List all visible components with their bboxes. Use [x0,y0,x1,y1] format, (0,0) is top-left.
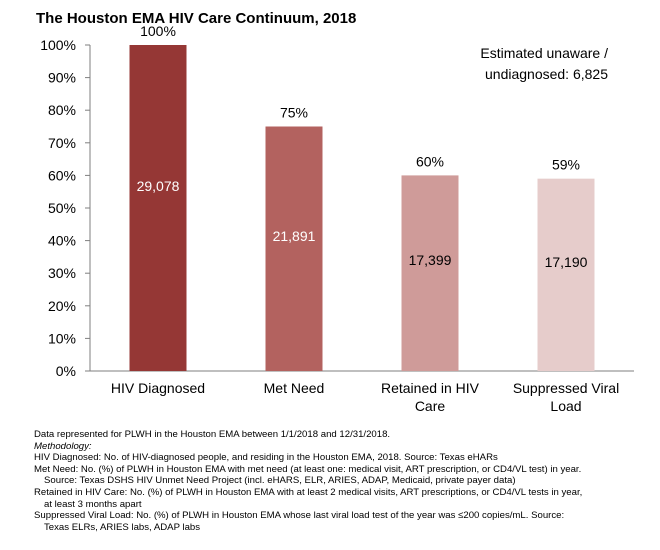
bar-chart: 0% 10% 20% 30% 40% 50% 60% 70% 80% 90% 100% 100% 29,… [40,23,634,414]
footnote-line: at least 3 months apart [44,498,142,510]
footnote-line: Texas ELRs, ARIES labs, ADAP labs [44,521,201,533]
y-tick-label: 20% [48,298,76,314]
y-tick-label: 80% [48,102,76,118]
x-category-label: Load [550,398,581,414]
annotation-line-2: undiagnosed: 6,825 [485,66,608,82]
bar-count-label: 21,891 [273,228,316,244]
annotation-line-1: Estimated unaware / [480,45,608,61]
bar [537,178,595,371]
footnotes: Data represented for PLWH in the Houston… [34,429,654,533]
footnote-line: Met Need: No. (%) of PLWH in Houston EMA… [34,463,582,475]
footnote-line: HIV Diagnosed: No. of HIV-diagnosed peop… [34,452,498,464]
y-tick-label: 40% [48,233,76,249]
bar [265,126,323,371]
x-category-label: Care [415,398,446,414]
x-category-label: Retained in HIV [381,380,480,396]
x-category-label: Suppressed Viral [513,380,619,396]
y-tick-label: 100% [40,37,76,53]
y-tick-label: 90% [48,70,76,86]
bar-count-label: 17,399 [409,252,452,268]
x-category-label: HIV Diagnosed [111,380,205,396]
y-tick-label: 60% [48,167,76,183]
footnote-line: Data represented for PLWH in the Houston… [34,429,391,440]
bar-value-label: 75% [280,105,308,121]
chart-title: The Houston EMA HIV Care Continuum, 2018 [36,10,357,27]
y-tick-label: 10% [48,330,76,346]
bar [401,175,459,371]
bar [129,45,187,371]
bar-value-label: 59% [552,157,580,173]
footnote-line: Retained in HIV Care: No. (%) of PLWH in… [34,486,583,498]
bar-count-label: 29,078 [137,178,180,194]
footnote-line: Methodology: [34,440,92,452]
x-category-label: Met Need [264,380,325,396]
footnote-line: Suppressed Viral Load: No. (%) of PLWH i… [34,510,565,522]
y-tick-label: 70% [48,135,76,151]
y-tick-label: 30% [48,265,76,281]
bar-count-label: 17,190 [545,254,588,270]
y-tick-label: 0% [56,363,76,379]
y-tick-label: 50% [48,200,76,216]
unaware-annotation: Estimated unaware / undiagnosed: 6,825 [388,43,608,85]
bar-value-label: 60% [416,153,444,169]
bar-value-label: 100% [140,23,176,39]
footnote-line: Source: Texas DSHS HIV Unmet Need Projec… [44,475,516,487]
